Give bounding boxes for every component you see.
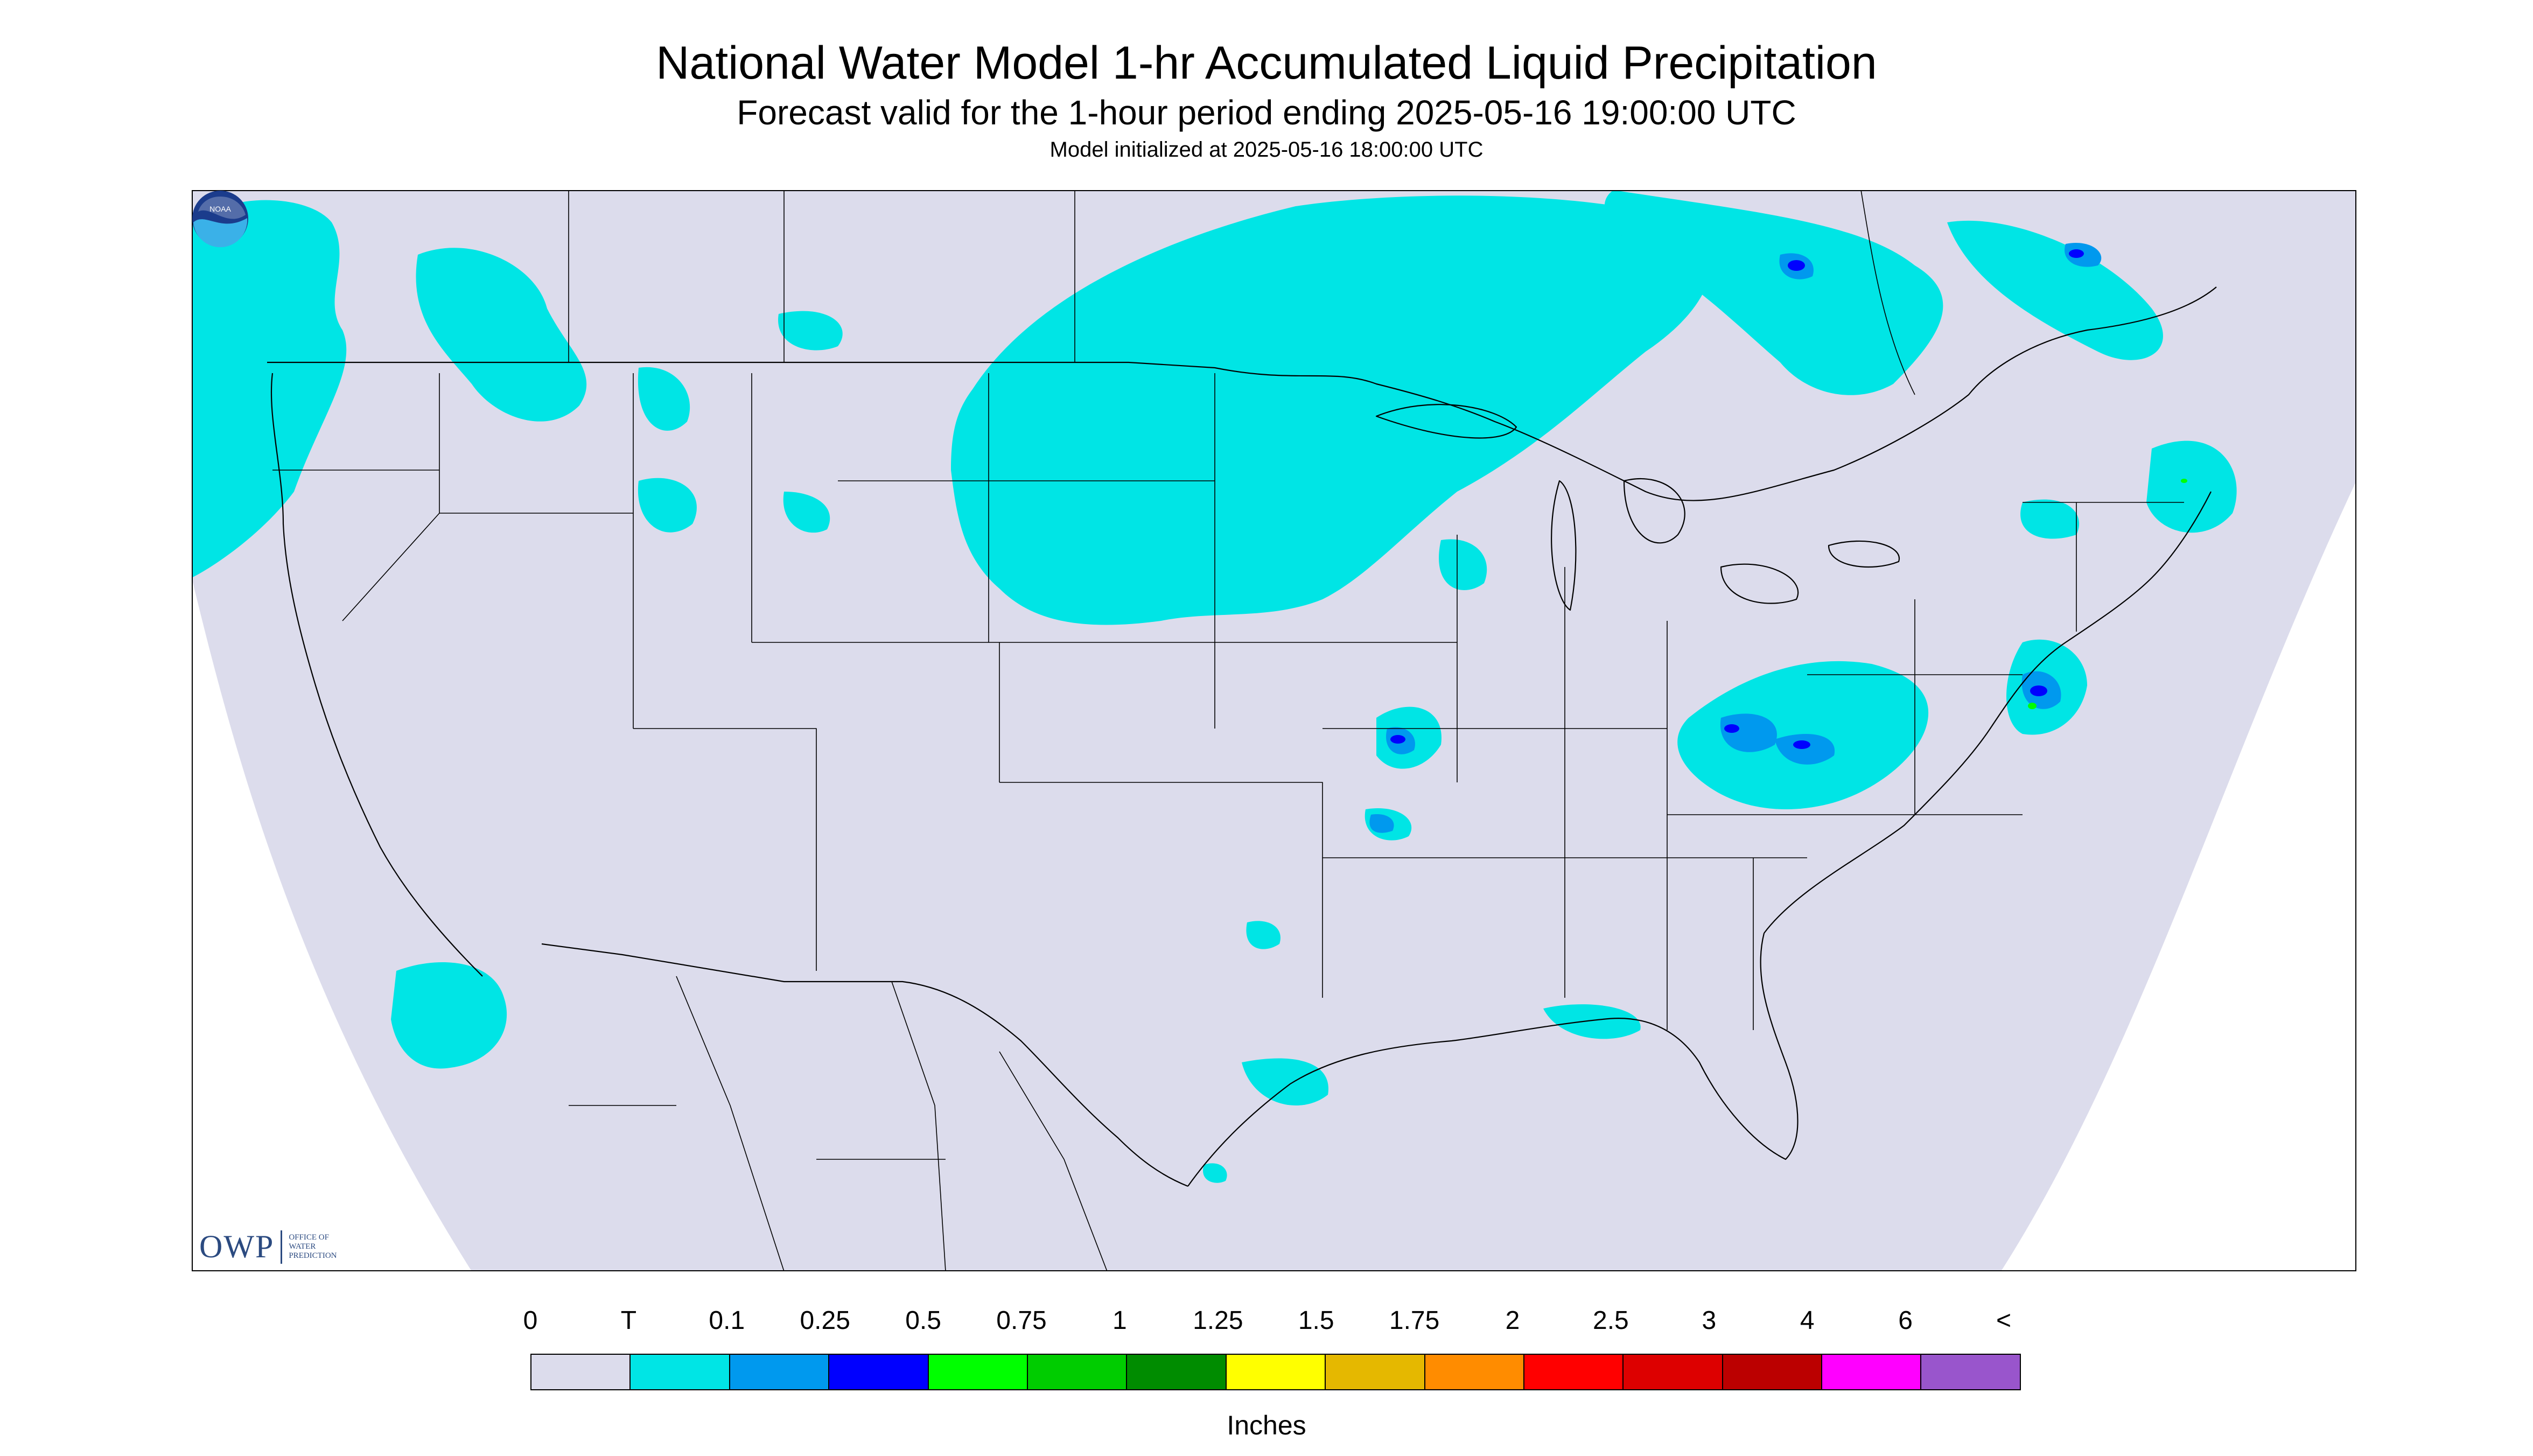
legend-swatch: [1126, 1355, 1226, 1389]
legend-swatch: [1325, 1355, 1424, 1389]
domain-mask-right: [2001, 481, 2356, 1271]
precip-peak-areas: [2028, 479, 2187, 709]
legend-tick-label: 0: [523, 1306, 538, 1335]
legend-tick-label: <: [1996, 1306, 2012, 1335]
owp-logo: OWP OFFICE OF WATER PREDICTION: [199, 1228, 364, 1265]
legend-swatch: [1821, 1355, 1921, 1389]
boundary-lines: [267, 190, 2217, 1271]
legend-tick-labels: 0 T 0.1 0.25 0.5 0.75 1 1.25 1.5 1.75 2 2.5 3 4 6 <: [0, 1306, 2533, 1338]
owp-logo-mark: OWP: [199, 1229, 275, 1264]
legend-tick-label: 6: [1898, 1306, 1913, 1335]
legend-tick-label: 3: [1702, 1306, 1717, 1335]
legend-tick-label: 2.5: [1593, 1306, 1629, 1335]
legend-swatch: [629, 1355, 729, 1389]
legend-swatch: [927, 1355, 1027, 1389]
owp-logo-text: OFFICE OF WATER PREDICTION: [289, 1233, 337, 1260]
map-subtitle: Forecast valid for the 1-hour period end…: [737, 93, 1796, 132]
precipitation-map: OWP OFFICE OF WATER PREDICTION NOAA: [192, 190, 2356, 1271]
svg-text:NOAA: NOAA: [209, 205, 231, 213]
precip-heavy-areas: [1390, 249, 2084, 749]
legend-swatch: [1523, 1355, 1623, 1389]
legend-tick-label: 0.1: [709, 1306, 745, 1335]
legend-tick-label: 2: [1505, 1306, 1520, 1335]
legend-swatch: [1622, 1355, 1722, 1389]
legend-swatch: [1920, 1355, 2020, 1389]
legend-swatch: [828, 1355, 928, 1389]
precip-medium-areas: [1369, 243, 2102, 833]
legend-tick-label: 1.5: [1298, 1306, 1334, 1335]
legend-swatch: [1026, 1355, 1126, 1389]
legend-tick-label: 1: [1112, 1306, 1127, 1335]
legend-swatch: [1424, 1355, 1523, 1389]
owp-logo-divider: [281, 1230, 283, 1264]
legend-swatch: [1225, 1355, 1325, 1389]
legend-swatch: [531, 1355, 630, 1389]
legend-tick-label: 0.25: [800, 1306, 850, 1335]
legend-units-label: Inches: [1227, 1410, 1306, 1440]
legend-tick-label: 4: [1800, 1306, 1815, 1335]
legend-tick-label: 1.25: [1193, 1306, 1243, 1335]
legend-tick-label: 0.75: [996, 1306, 1047, 1335]
legend-tick-label: T: [620, 1306, 637, 1335]
precip-color-scale: [530, 1354, 2021, 1390]
domain-mask-left: [192, 578, 472, 1271]
legend-tick-label: 0.5: [905, 1306, 941, 1335]
model-init-time: Model initialized at 2025-05-16 18:00:00…: [1049, 138, 1484, 162]
legend-swatch: [1722, 1355, 1822, 1389]
legend-tick-label: 1.75: [1389, 1306, 1440, 1335]
precip-light-areas: [192, 190, 2237, 1183]
map-title: National Water Model 1-hr Accumulated Li…: [656, 37, 1877, 89]
legend-swatch: [729, 1355, 829, 1389]
noaa-logo-icon: NOAA: [192, 191, 248, 247]
